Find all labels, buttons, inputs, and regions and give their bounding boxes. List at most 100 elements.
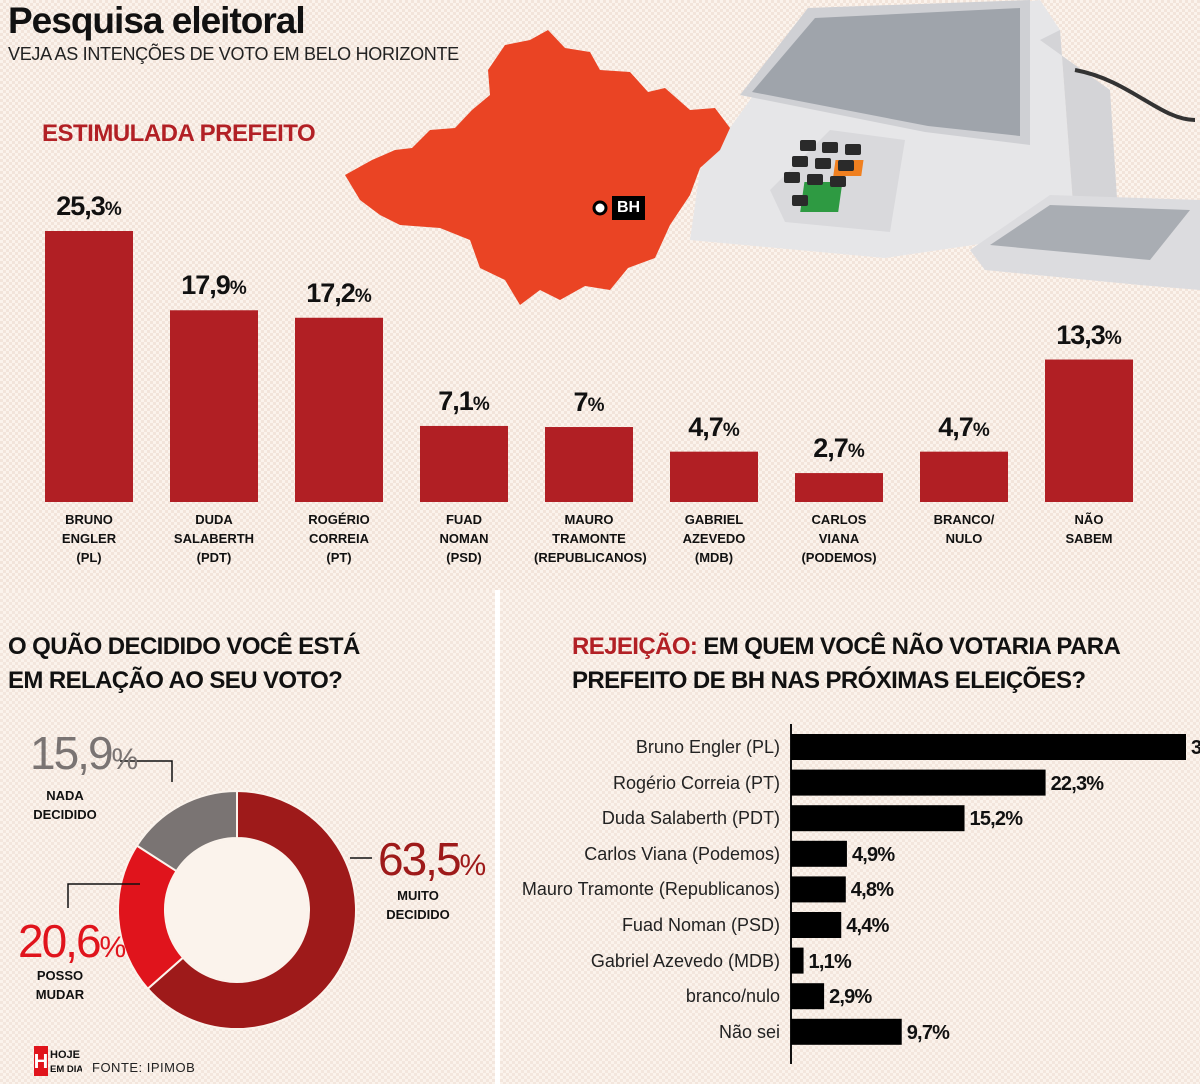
bar-category-label: NÃO SABEM [1034,510,1144,548]
bar-category-line: (PODEMOS) [801,550,877,565]
bar-category-line: (MDB) [694,550,734,565]
rejection-title-line2: PREFEITO DE BH NAS PRÓXIMAS ELEIÇÕES? [572,667,1086,694]
bar-8 [1045,359,1133,502]
bar-value-label: 7% [534,387,644,418]
bar-value-number: 2,7 [813,433,849,464]
rejection-value-label: 4,4% [846,915,889,937]
bar-category-line: SABEM [1065,531,1113,546]
rejection-value-label: 4,9% [851,843,895,866]
bar-category-line: (PDT) [196,550,232,565]
bar-value-label: 2,7% [784,433,894,464]
bar-category-label: BRANCO/NULO [909,510,1019,548]
rejection-title-rest: EM QUEM VOCÊ NÃO VOTARIA PARA [697,633,1121,660]
bar-value-number: 7 [573,387,589,418]
bar-value-unit: % [472,393,490,415]
bar-category-line: NULO [945,531,983,546]
stimulated-vote-bar-chart [45,231,1133,502]
donut-value-number: 15,9 [30,727,114,779]
donut-hole [166,839,308,981]
bar-value-label: 17,2% [284,278,394,309]
bar-value-unit: % [1104,327,1122,349]
bar-6 [795,473,883,502]
donut-category-line: DECIDIDO [33,807,97,822]
bar-category-line: VIANA [818,531,860,546]
bar-value-unit: % [587,395,605,417]
leader-line-posso [67,883,140,908]
bar-3 [420,425,508,502]
bar-category-line: CORREIA [309,531,369,546]
rejection-category-label: Gabriel Azevedo (MDB) [590,950,780,971]
bar-value-unit: % [847,441,865,463]
bar-value-unit: % [354,285,372,307]
rejection-value-label: 4,8% [850,879,894,902]
donut-value-number: 63,5 [378,833,462,885]
rejection-bar-7 [791,983,825,1010]
rejection-value-label: 34,6% [1191,737,1200,759]
bar-value-label: 7,1% [409,386,519,417]
rejection-panel-background [500,590,1200,1084]
bar-value-number: 25,3 [56,191,106,221]
donut-value-unit: % [99,931,127,964]
rejection-question-title: REJEIÇÃO: EM QUEM VOCÊ NÃO VOTARIA PARA … [572,630,1121,698]
bar-value-label: 4,7% [659,412,769,443]
bar-category-line: AZEVEDO [682,531,746,546]
minas-gerais-shape [345,30,730,305]
decision-question-line: O QUÃO DECIDIDO VOCÊ ESTÁ [8,633,360,660]
bar-value-label: 13,3% [1034,320,1144,351]
rejection-category-label: Rogério Correia (PT) [612,772,780,793]
rejection-category-label: Duda Salaberth (PDT) [601,808,780,829]
bar-category-line: ENGLER [61,531,117,546]
rejection-bar-3 [791,840,847,867]
hoje-em-dia-logo: H HOJE EM DIA [34,1046,82,1076]
rejection-category-label: Carlos Viana (Podemos) [584,843,780,864]
bar-value-unit: % [229,278,247,300]
bar-value-unit: % [722,419,740,441]
bar-category-line: NOMAN [439,531,489,546]
bar-category-line: TRAMONTE [552,531,626,546]
donut-value-number: 20,6 [18,915,102,967]
state-map-illustration [345,0,1200,305]
donut-category-label: MUITO DECIDIDO [386,886,450,924]
donut-category-line: MUITO [397,888,439,903]
bar-category-line: CARLOS [811,512,867,527]
bar-category-line: BRANCO/ [933,512,995,527]
bh-marker-icon [592,200,608,216]
donut-slice-0 [146,789,357,1030]
bar-value-number: 4,7 [688,411,724,442]
stimulated-survey-title: ESTIMULADA PREFEITO [42,120,316,147]
rejection-bar-0 [791,734,1186,760]
donut-value-label: 20,6% [18,915,127,971]
donut-category-line: MUDAR [35,987,85,1002]
bar-7 [920,451,1008,502]
rejection-category-label: Bruno Engler (PL) [635,737,780,757]
rejection-value-label: 9,7% [906,1021,950,1044]
rejection-bar-4 [791,876,846,903]
donut-category-label: POSSO MUDAR [22,966,98,1004]
donut-value-label: 15,9% [30,727,138,783]
bar-value-number: 13,3 [1056,319,1106,350]
rejection-bar-1 [791,769,1046,796]
leader-line-nada [120,760,173,782]
bar-1 [170,310,258,502]
page-title: Pesquisa eleitoral [8,0,306,41]
bar-category-line: (PSD) [446,550,482,565]
rejection-value-label: 15,2% [969,808,1024,831]
rejection-value-label: 2,9% [829,986,872,1009]
decision-question-line: EM RELAÇÃO AO SEU VOTO? [8,667,343,694]
bar-category-line: FUAD [445,512,483,527]
bar-category-line: DUDA [195,512,233,527]
decision-panel-background [0,590,495,1084]
rejection-title-accent: REJEIÇÃO: [572,633,698,660]
bar-category-line: BRUNO [65,512,113,527]
bar-category-line: SALABERTH [173,531,255,546]
rejection-category-label: branco/nulo [685,986,780,1007]
bar-value-unit: % [972,419,990,441]
bar-category-label: BRUNO ENGLER (PL) [34,510,144,567]
bar-value-label: 4,7% [909,412,1019,443]
page-subtitle: VEJA AS INTENÇÕES DE VOTO EM BELO HORIZO… [8,44,459,64]
rejection-category-label: Mauro Tramonte (Republicanos) [521,879,780,900]
source-credit: FONTE: IPIMOB [92,1060,196,1075]
bar-5 [670,451,758,502]
bar-2 [295,317,383,502]
